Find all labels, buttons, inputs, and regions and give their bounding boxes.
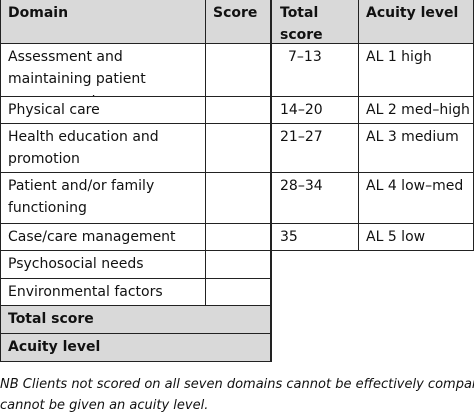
footnote: NB Clients not scored on all seven domai… <box>0 374 474 416</box>
rule <box>0 0 1 362</box>
rule <box>0 250 270 251</box>
row-domain-physical-care: Physical care <box>8 102 100 118</box>
total-score-row-bg <box>0 306 270 333</box>
row-acuity-5: AL 5 low <box>366 229 426 245</box>
rule <box>0 96 270 97</box>
header-total-score: Total score <box>272 0 342 43</box>
footnote-line-1: NB Clients not scored on all seven domai… <box>0 377 474 392</box>
rule <box>0 172 270 173</box>
row-total-5: 35 <box>280 229 298 245</box>
rule <box>0 223 270 224</box>
footnote-line-2: cannot be given an acuity level. <box>0 398 209 413</box>
rule <box>272 172 474 173</box>
rule <box>358 0 359 251</box>
row-total-3: 21–27 <box>280 129 323 145</box>
row-acuity-1: AL 1 high <box>366 49 432 65</box>
header-domain: Domain <box>0 0 205 43</box>
row-domain-case-management: Case/care management <box>8 229 176 245</box>
acuity-level-row-bg <box>0 334 270 361</box>
total-score-label: Total score <box>8 311 94 327</box>
rule <box>0 305 270 306</box>
header-score: Score <box>205 0 270 43</box>
rule <box>205 0 206 306</box>
row-total-4: 28–34 <box>280 178 323 194</box>
rule <box>0 123 270 124</box>
header-acuity-level: Acuity level <box>358 0 474 43</box>
row-acuity-4: AL 4 low–med <box>366 178 464 194</box>
row-acuity-3: AL 3 medium <box>366 129 459 145</box>
row-domain-environmental: Environmental factors <box>8 284 163 300</box>
rule <box>0 333 270 334</box>
rule <box>272 250 474 251</box>
row-domain-psychosocial: Psychosocial needs <box>8 256 144 272</box>
rule <box>0 278 270 279</box>
rule <box>272 96 474 97</box>
row-total-2: 14–20 <box>280 102 323 118</box>
row-total-1: 7–13 <box>288 49 322 65</box>
row-domain-family-functioning: Patient and/or family functioning <box>8 178 155 216</box>
row-domain-assessment: Assessment and maintaining patient engag… <box>8 49 146 96</box>
row-acuity-2: AL 2 med–high <box>366 102 470 118</box>
rule <box>272 223 474 224</box>
header-total-score-bg <box>342 0 358 43</box>
row-domain-health-education: Health education and promotion <box>8 129 159 167</box>
rule <box>272 123 474 124</box>
table-divider <box>270 0 272 362</box>
rule <box>272 43 474 44</box>
rule <box>0 43 270 44</box>
rule <box>0 361 270 362</box>
acuity-level-label: Acuity level <box>8 339 101 355</box>
